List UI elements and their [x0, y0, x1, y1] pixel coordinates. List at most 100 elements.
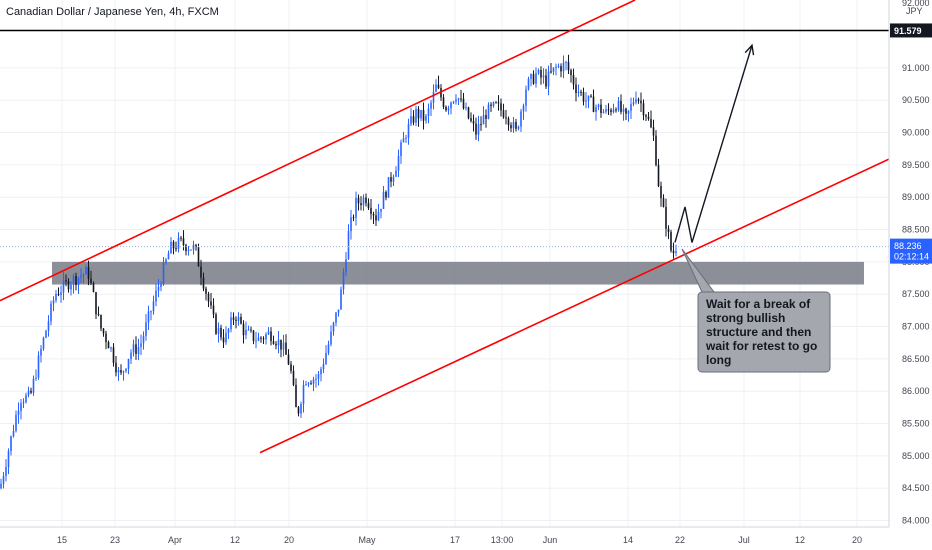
candle-body: [455, 99, 457, 102]
candle-body: [645, 115, 647, 117]
candle-body: [75, 276, 77, 286]
candle-body: [482, 115, 485, 125]
candle-body: [132, 344, 135, 353]
candle-body: [477, 124, 480, 135]
candle-body: [617, 100, 620, 111]
x-tick-label: 23: [110, 535, 120, 545]
candle-body: [247, 329, 250, 331]
candle-body: [560, 66, 562, 72]
candle-body: [515, 122, 517, 129]
x-tick-label: 12: [795, 535, 805, 545]
candle-body: [495, 102, 497, 104]
candle-body: [345, 259, 347, 273]
candle-body: [675, 251, 677, 254]
x-axis-panel: [0, 527, 932, 550]
candle-body: [30, 390, 32, 393]
level-price-badge: [890, 23, 932, 38]
level-price-text: 91.579: [894, 26, 922, 36]
candle-body: [235, 319, 237, 321]
candle-body: [92, 283, 95, 293]
candle-body: [385, 191, 387, 198]
candle-body: [462, 98, 465, 109]
candle-body: [387, 177, 390, 198]
candle-body: [185, 245, 187, 251]
upper-channel-line[interactable]: [0, 0, 636, 302]
candle-body: [512, 122, 515, 129]
candle-body: [105, 333, 107, 343]
candle-body: [97, 314, 100, 316]
x-tick-label: 13:00: [491, 535, 514, 545]
candle-body: [362, 197, 365, 206]
candle-body: [305, 384, 307, 386]
candle-body: [302, 385, 305, 404]
y-tick-label: 89.000: [902, 192, 930, 202]
candle-body: [85, 267, 87, 275]
candle-body: [172, 241, 175, 249]
candle-body: [307, 383, 310, 385]
candle-body: [135, 344, 137, 354]
candle-body: [672, 250, 675, 254]
candle-body: [350, 217, 352, 232]
candle-body: [300, 403, 302, 414]
lower-channel-line[interactable]: [259, 138, 932, 454]
candle-body: [497, 102, 500, 104]
candle-body: [5, 467, 7, 477]
x-tick-label: 20: [284, 535, 294, 545]
projection-arrow-head: [744, 43, 755, 56]
candle-body: [230, 317, 232, 330]
candle-body: [427, 108, 430, 116]
candle-body: [325, 352, 327, 364]
candle-body: [32, 378, 35, 393]
x-tick-label: Jul: [738, 535, 750, 545]
candle-body: [527, 78, 530, 90]
x-tick-label: 22: [675, 535, 685, 545]
candle-body: [257, 337, 260, 341]
candle-body: [72, 276, 75, 285]
y-tick-label: 87.000: [902, 322, 930, 332]
candle-body: [65, 280, 67, 282]
candle-body: [360, 203, 362, 206]
support-zone[interactable]: [52, 261, 864, 285]
candle-body: [100, 314, 102, 329]
x-tick-label: 20: [852, 535, 862, 545]
projection-path[interactable]: [674, 45, 753, 243]
candle-body: [585, 100, 587, 102]
candle-body: [365, 197, 367, 204]
candle-body: [202, 277, 205, 289]
candle-body: [397, 155, 400, 171]
candle-body: [625, 108, 627, 114]
candle-body: [425, 115, 427, 121]
candle-body: [170, 241, 172, 254]
candle-body: [285, 342, 287, 355]
candle-body: [457, 98, 460, 100]
candle-body: [250, 329, 252, 331]
annotation-callout[interactable]: Wait for a break of strong bullish structu…: [681, 248, 831, 373]
candle-body: [470, 118, 472, 121]
candle-body: [175, 248, 177, 250]
candle-body: [640, 100, 642, 104]
y-tick-label: 88.500: [902, 225, 930, 235]
candle-body: [197, 247, 200, 267]
candle-body: [517, 126, 520, 129]
candle-body: [222, 337, 225, 343]
candle-body: [535, 73, 537, 84]
candle-body: [90, 278, 92, 284]
candle-body: [642, 103, 645, 116]
candle-body: [635, 99, 637, 103]
candle-body: [12, 430, 15, 437]
candle-body: [612, 109, 615, 113]
candle-body: [622, 108, 625, 112]
candle-body: [260, 337, 262, 339]
candle-body: [432, 91, 435, 103]
candle-body: [55, 294, 57, 301]
candle-body: [662, 198, 665, 207]
candle-body: [327, 344, 330, 353]
candle-body: [80, 275, 82, 278]
candle-body: [140, 343, 142, 347]
current-price-text: 88.236: [894, 241, 922, 251]
candle-body: [587, 95, 590, 101]
x-tick-label: Apr: [168, 535, 182, 545]
candle-body: [212, 305, 215, 315]
candles-layer: [0, 54, 677, 490]
